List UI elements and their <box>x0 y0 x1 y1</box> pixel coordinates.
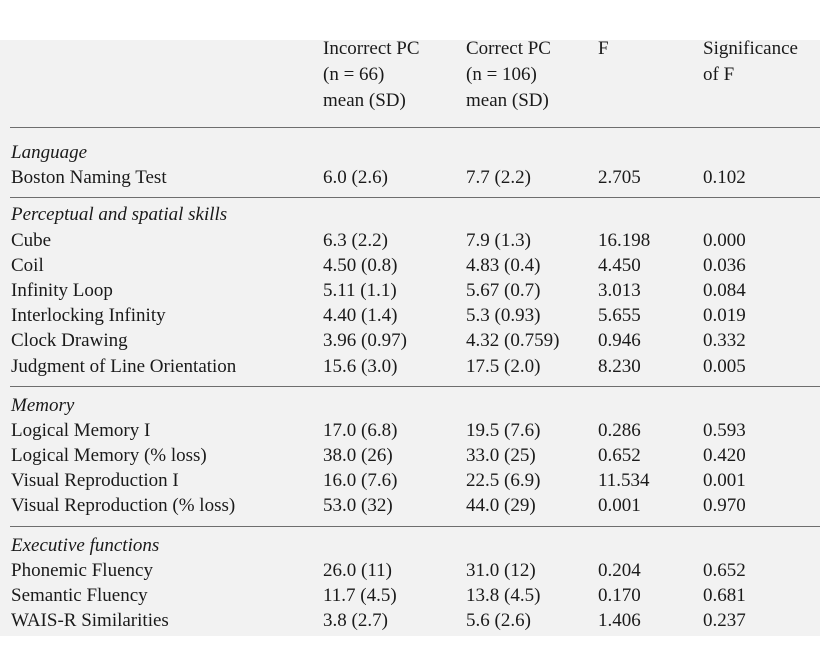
value-incorrect-pc: 4.40 (1.4) <box>323 305 398 326</box>
value-correct-pc: 5.3 (0.93) <box>466 305 541 326</box>
row-label: WAIS-R Similarities <box>11 610 169 631</box>
value-significance: 0.681 <box>703 585 746 606</box>
row-label: Coil <box>11 255 44 276</box>
value-significance: 0.593 <box>703 420 746 441</box>
row-label: Visual Reproduction I <box>11 470 179 491</box>
value-significance: 0.332 <box>703 330 746 351</box>
row-label: Semantic Fluency <box>11 585 148 606</box>
bottom-margin <box>0 636 820 647</box>
value-incorrect-pc: 16.0 (7.6) <box>323 470 398 491</box>
row-label: Infinity Loop <box>11 280 113 301</box>
row-label: Judgment of Line Orientation <box>11 356 237 377</box>
value-f: 4.450 <box>598 255 641 276</box>
value-correct-pc: 33.0 (25) <box>466 445 536 466</box>
value-significance: 0.084 <box>703 280 746 301</box>
value-correct-pc: 7.9 (1.3) <box>466 230 531 251</box>
header-correct-pc: mean (SD) <box>466 90 549 111</box>
value-f: 0.001 <box>598 495 641 516</box>
value-correct-pc: 22.5 (6.9) <box>466 470 541 491</box>
value-f: 3.013 <box>598 280 641 301</box>
section-divider <box>10 526 820 527</box>
value-f: 16.198 <box>598 230 651 251</box>
value-significance: 0.036 <box>703 255 746 276</box>
value-incorrect-pc: 15.6 (3.0) <box>323 356 398 377</box>
value-correct-pc: 44.0 (29) <box>466 495 536 516</box>
row-label: Clock Drawing <box>11 330 128 351</box>
value-correct-pc: 19.5 (7.6) <box>466 420 541 441</box>
value-correct-pc: 4.83 (0.4) <box>466 255 541 276</box>
value-correct-pc: 31.0 (12) <box>466 560 536 581</box>
section-divider <box>10 197 820 198</box>
value-f: 2.705 <box>598 167 641 188</box>
value-incorrect-pc: 3.96 (0.97) <box>323 330 407 351</box>
value-significance: 0.001 <box>703 470 746 491</box>
value-correct-pc: 5.67 (0.7) <box>466 280 541 301</box>
value-incorrect-pc: 6.3 (2.2) <box>323 230 388 251</box>
section-title: Language <box>11 142 87 163</box>
top-margin <box>0 0 820 40</box>
value-correct-pc: 17.5 (2.0) <box>466 356 541 377</box>
value-significance: 0.652 <box>703 560 746 581</box>
value-f: 5.655 <box>598 305 641 326</box>
value-incorrect-pc: 4.50 (0.8) <box>323 255 398 276</box>
header-significance: of F <box>703 64 735 85</box>
value-significance: 0.000 <box>703 230 746 251</box>
value-correct-pc: 7.7 (2.2) <box>466 167 531 188</box>
value-incorrect-pc: 5.11 (1.1) <box>323 280 397 301</box>
row-label: Cube <box>11 230 52 251</box>
header-incorrect-pc: Incorrect PC <box>323 38 420 59</box>
section-title: Executive functions <box>11 535 160 556</box>
value-significance: 0.970 <box>703 495 746 516</box>
section-divider <box>10 386 820 387</box>
value-incorrect-pc: 53.0 (32) <box>323 495 393 516</box>
value-f: 0.652 <box>598 445 641 466</box>
value-incorrect-pc: 38.0 (26) <box>323 445 393 466</box>
value-f: 11.534 <box>598 470 650 491</box>
header-f: F <box>598 38 609 59</box>
value-significance: 0.237 <box>703 610 746 631</box>
value-f: 1.406 <box>598 610 641 631</box>
value-incorrect-pc: 26.0 (11) <box>323 560 392 581</box>
value-significance: 0.420 <box>703 445 746 466</box>
value-significance: 0.019 <box>703 305 746 326</box>
row-label: Phonemic Fluency <box>11 560 153 581</box>
section-divider <box>10 127 820 128</box>
value-correct-pc: 13.8 (4.5) <box>466 585 541 606</box>
row-label: Boston Naming Test <box>11 167 167 188</box>
results-table <box>0 40 820 636</box>
header-incorrect-pc: (n = 66) <box>323 64 385 85</box>
value-incorrect-pc: 3.8 (2.7) <box>323 610 388 631</box>
value-f: 0.170 <box>598 585 641 606</box>
header-significance: Significance <box>703 38 798 59</box>
value-f: 0.204 <box>598 560 641 581</box>
value-correct-pc: 5.6 (2.6) <box>466 610 531 631</box>
header-correct-pc: Correct PC <box>466 38 551 59</box>
value-incorrect-pc: 6.0 (2.6) <box>323 167 388 188</box>
row-label: Logical Memory I <box>11 420 151 441</box>
value-f: 8.230 <box>598 356 641 377</box>
value-f: 0.946 <box>598 330 641 351</box>
row-label: Logical Memory (% loss) <box>11 445 207 466</box>
header-incorrect-pc: mean (SD) <box>323 90 406 111</box>
section-title: Perceptual and spatial skills <box>11 204 228 225</box>
row-label: Interlocking Infinity <box>11 305 166 326</box>
value-incorrect-pc: 17.0 (6.8) <box>323 420 398 441</box>
header-correct-pc: (n = 106) <box>466 64 537 85</box>
value-f: 0.286 <box>598 420 641 441</box>
value-correct-pc: 4.32 (0.759) <box>466 330 560 351</box>
row-label: Visual Reproduction (% loss) <box>11 495 236 516</box>
value-significance: 0.102 <box>703 167 746 188</box>
value-incorrect-pc: 11.7 (4.5) <box>323 585 397 606</box>
section-title: Memory <box>11 395 75 416</box>
value-significance: 0.005 <box>703 356 746 377</box>
